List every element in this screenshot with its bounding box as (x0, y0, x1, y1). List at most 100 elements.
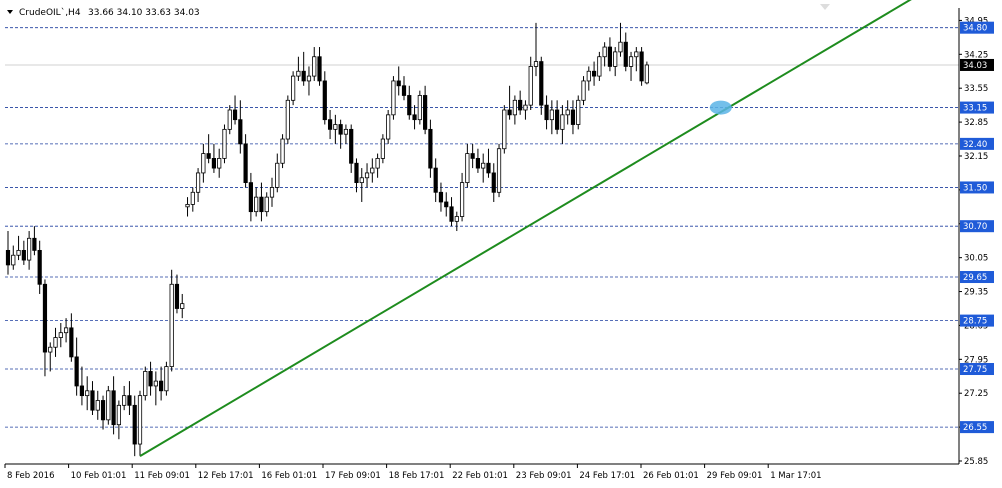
candle-body (111, 390, 116, 426)
scroll-indicator-icon[interactable] (820, 4, 830, 10)
candle-body (58, 332, 63, 338)
candle-body (317, 56, 322, 82)
candle-body (264, 196, 269, 213)
candle-body (607, 46, 613, 67)
candle-body (217, 158, 222, 169)
candle-body (116, 404, 121, 426)
level-labels: 34.80 33.15 32.40 31.50 30.70 29.65 28.75 27.75… (960, 21, 994, 434)
candle-body (211, 158, 217, 169)
candle-body (74, 356, 79, 387)
y-tick-label: 27.95 (964, 355, 988, 365)
x-tick-label: 11 Feb 09:01 (134, 471, 190, 481)
trend-line (139, 0, 912, 458)
candle-body (544, 104, 549, 121)
level-label-box (960, 181, 994, 194)
candle-body (359, 177, 364, 184)
candle-body (5, 249, 11, 266)
candle-body (370, 167, 375, 174)
candle-body (555, 109, 560, 130)
x-axis-ticks: 8 Feb 2016 10 Feb 01:01 11 Feb 09:01 12 Feb… (4, 464, 822, 481)
touch-marker (709, 100, 732, 115)
candle-body (401, 85, 407, 96)
candle-body (169, 283, 174, 367)
candle-body (248, 182, 253, 213)
candle-body (180, 303, 185, 309)
candle-body (190, 191, 195, 205)
level-label: 27.75 (963, 365, 987, 375)
candle-body (79, 385, 85, 397)
dropdown-arrow-icon[interactable] (7, 10, 13, 14)
level-label-box (960, 421, 994, 434)
candle-body (85, 390, 90, 397)
candle-body (518, 99, 523, 111)
candle-body (391, 80, 396, 116)
level-label: 28.75 (963, 317, 987, 327)
level-label: 34.80 (963, 24, 987, 34)
trend-line-group[interactable] (139, 0, 959, 458)
candle-body (254, 196, 259, 213)
y-tick-label: 34.95 (964, 16, 988, 26)
candle-body (486, 162, 491, 174)
candle-body (259, 196, 264, 213)
candle-body (613, 51, 618, 67)
candle-body (481, 162, 486, 169)
candle-body (428, 128, 433, 169)
candle-body (597, 56, 602, 77)
chart-header: CrudeOIL`,H4 33.66 34.10 33.63 34.03 (7, 7, 200, 18)
candle-body (449, 206, 454, 222)
candle-body (459, 182, 465, 217)
candle-body (349, 128, 354, 164)
candle-body (53, 337, 58, 348)
symbol-label: CrudeOIL`,H4 (19, 7, 81, 18)
candle-body (48, 346, 53, 353)
candle-body (21, 249, 26, 261)
x-tick-label: 10 Feb 01:01 (71, 471, 127, 481)
level-label: 26.55 (963, 423, 987, 433)
candle-body (634, 51, 639, 58)
candle-body (628, 56, 634, 67)
candle-body (407, 95, 412, 116)
candle-body (159, 380, 164, 392)
level-label: 29.65 (963, 273, 987, 283)
candle-body (396, 80, 401, 87)
candle-body (69, 327, 74, 358)
y-tick-label: 27.25 (964, 389, 988, 399)
candle-body (523, 104, 528, 111)
candle-body (470, 153, 475, 159)
level-label-box (960, 314, 994, 327)
y-tick-label: 32.15 (964, 152, 988, 162)
candle-body (37, 249, 42, 285)
x-tick-label: 12 Feb 17:01 (198, 471, 254, 481)
current-price-group: 34.03 (960, 58, 994, 71)
x-tick-label: 29 Feb 09:01 (707, 471, 763, 481)
x-tick-label: 26 Feb 01:01 (643, 471, 699, 481)
candle-body (312, 56, 317, 77)
candle-body (623, 41, 628, 67)
candle-body (280, 138, 285, 164)
candle-body (343, 128, 349, 135)
candle-body (333, 124, 338, 130)
ohlc-readout: 33.66 34.10 33.63 34.03 (88, 8, 200, 18)
candle-body (327, 119, 333, 130)
candle-body (354, 162, 359, 184)
candle-body (195, 172, 201, 193)
candle-body (528, 66, 533, 106)
candle-body (106, 390, 111, 421)
candle-body (185, 203, 190, 208)
candle-body (644, 64, 649, 84)
candle-body (122, 395, 127, 406)
candle-body (533, 61, 539, 67)
current-price-label: 34.03 (963, 61, 987, 71)
axes (5, 8, 960, 465)
level-label: 32.40 (963, 140, 987, 150)
y-tick-label: 25.85 (964, 457, 988, 467)
candle-body (576, 99, 581, 125)
candle-body (549, 109, 554, 121)
candle-body (63, 327, 69, 334)
x-tick-label: 24 Feb 17:01 (579, 471, 635, 481)
candle-body (301, 70, 306, 82)
level-label-box (960, 137, 994, 150)
candle-body (222, 128, 227, 159)
candle-body (465, 153, 470, 184)
